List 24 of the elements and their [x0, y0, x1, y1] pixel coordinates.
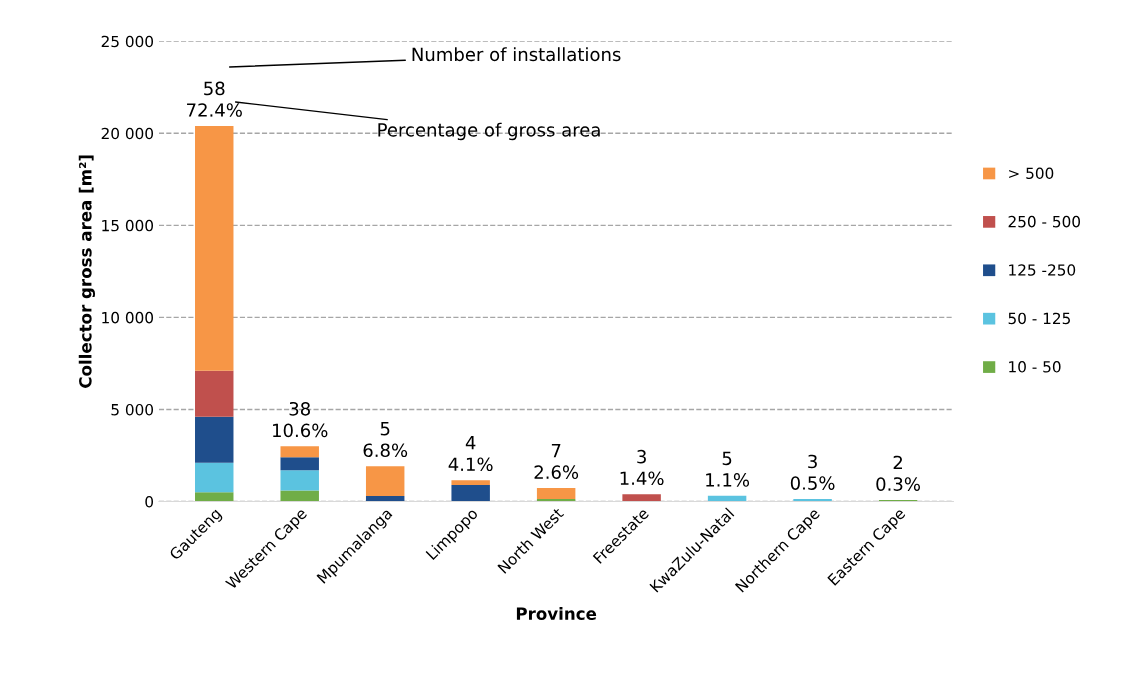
annotation: 2 0.3% [876, 455, 920, 491]
annotation: Number of installations [412, 47, 621, 62]
annotation: 5 6.8% [363, 422, 408, 458]
y-tick-label: 15 000 [102, 219, 154, 232]
annotation: 3 0.5% [790, 454, 835, 490]
annotation: 7 2.6% [534, 444, 579, 480]
annotation: 38 10.6% [273, 401, 328, 438]
x-axis-title: Province [516, 607, 597, 620]
legend-label: 10 - 50 [1009, 361, 1061, 373]
y-axis-title: Collector gross area [m²] [78, 155, 96, 388]
legend-label: 250 - 500 [1008, 215, 1081, 228]
annotation: 4 4.1% [448, 436, 493, 472]
y-tick-label: 10 000 [102, 311, 154, 324]
annotation: 58 72.4% [187, 81, 242, 117]
y-tick-label: 0 [145, 495, 154, 508]
annotation: Percentage of gross area [378, 122, 600, 141]
y-tick-label: 20 000 [101, 127, 154, 140]
legend-label: > 500 [1009, 167, 1054, 179]
legend-label: 125 -250 [1009, 264, 1076, 276]
y-tick-label: 25 000 [101, 35, 154, 48]
legend-label: 50 - 125 [1008, 312, 1070, 325]
annotation: 5 1.1% [706, 451, 750, 487]
annotation: 3 1.4% [620, 449, 664, 486]
y-tick-label: 5 000 [111, 403, 154, 416]
